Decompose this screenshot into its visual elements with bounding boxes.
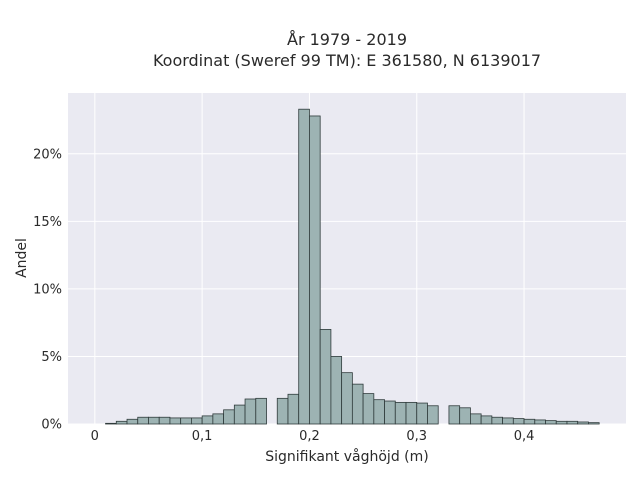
histogram-bar <box>319 329 332 425</box>
histogram-bar <box>427 405 439 425</box>
y-tick-label: 15% <box>33 215 62 230</box>
y-tick-label: 10% <box>33 282 62 297</box>
histogram-bar <box>512 418 525 425</box>
y-tick-label: 20% <box>33 147 62 162</box>
histogram-bar <box>126 418 139 425</box>
histogram-bar <box>416 402 428 425</box>
histogram-bar <box>169 417 182 425</box>
histogram-bar <box>233 404 246 425</box>
histogram-bar <box>298 108 310 425</box>
histogram-bar <box>351 383 364 425</box>
histogram-bar <box>255 397 267 425</box>
histogram-bar <box>287 393 300 425</box>
histogram-bar <box>341 372 353 425</box>
x-tick-label: 0,4 <box>514 429 535 444</box>
histogram-bar <box>373 399 385 425</box>
histogram-bar <box>384 400 396 425</box>
histogram-bar <box>244 398 257 425</box>
histogram-bar <box>448 405 461 425</box>
y-tick-label: 5% <box>41 350 62 365</box>
bars <box>105 108 600 425</box>
histogram-bar <box>470 413 482 425</box>
x-tick-label: 0,3 <box>406 429 427 444</box>
histogram-bar <box>545 420 557 425</box>
x-axis-label: Signifikant våghöjd (m) <box>265 448 428 465</box>
histogram-bar <box>105 422 117 425</box>
histogram-bar <box>394 401 407 425</box>
histogram-bar <box>115 420 128 425</box>
x-tick-label: 0 <box>91 429 99 444</box>
tick-labels: 0 0,1 0,2 0,3 0,4 0% 5% 10% 15% 20% <box>33 147 534 444</box>
x-tick-label: 0,2 <box>299 429 320 444</box>
histogram-bar <box>523 418 536 425</box>
histogram-bar <box>566 420 579 425</box>
histogram-bar <box>309 115 321 425</box>
histogram-bar <box>577 421 589 425</box>
histogram-bar <box>191 417 203 425</box>
histogram-bar <box>223 409 235 425</box>
histogram-bar <box>212 413 224 425</box>
histogram-bar <box>502 417 514 425</box>
histogram-bar <box>180 417 192 425</box>
histogram-bar <box>534 419 546 425</box>
histogram-bar <box>158 416 171 425</box>
x-tick-label: 0,1 <box>192 429 213 444</box>
histogram-bar <box>137 416 149 425</box>
histogram-bar <box>201 415 214 425</box>
histogram-bar <box>362 393 375 425</box>
histogram-bar <box>491 416 503 425</box>
histogram-bar <box>405 401 418 425</box>
histogram-bar <box>480 415 493 425</box>
chart-title-line-2: Koordinat (Sweref 99 TM): E 361580, N 61… <box>153 51 541 70</box>
histogram-bar <box>588 422 600 425</box>
plot-area <box>68 93 626 424</box>
chart-title-line-1: År 1979 - 2019 <box>287 30 407 49</box>
y-axis-label: Andel <box>14 238 30 278</box>
histogram-bar <box>276 397 289 425</box>
histogram-bar <box>459 407 471 425</box>
histogram-bar <box>555 420 568 425</box>
histogram-bar <box>330 356 343 425</box>
y-tick-label: 0% <box>41 418 62 433</box>
histogram-bar <box>148 416 160 425</box>
